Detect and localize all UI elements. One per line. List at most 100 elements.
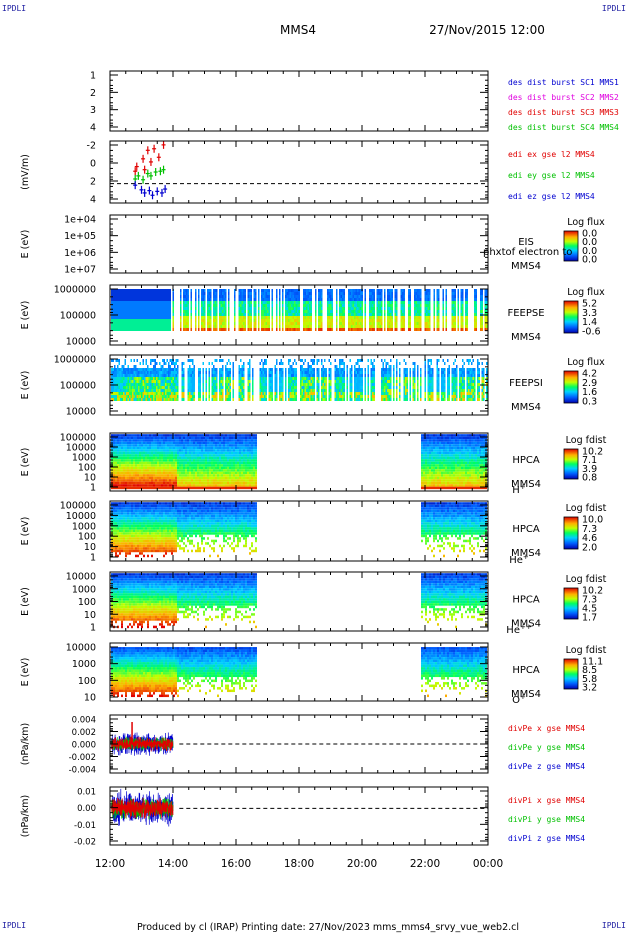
- panel-hpca-he2-spectrogram: [111, 573, 487, 629]
- panel-eis-ytick-label: 1e+05: [64, 231, 96, 242]
- panel-divpi-ytick-label: 0.00: [77, 804, 96, 814]
- corner-tag-bottom-left: IPDLI: [2, 921, 27, 930]
- date-title: 27/Nov/2015 12:00: [429, 23, 545, 37]
- panel-divpi-frame: [109, 786, 489, 846]
- panel-feeps-e-colorbar-label: -0.6: [582, 327, 601, 338]
- panel-eis-instrument-label: EIS: [518, 237, 534, 248]
- panel-hpca-h-colorbar-label: 10.2: [582, 447, 603, 458]
- panel-des-dist-burst-frame: [109, 70, 489, 132]
- panel-hpca-he-spacecraft-label: MMS4: [511, 548, 541, 559]
- panel-hpca-he2-colorbar-title: Log fdist: [566, 574, 607, 585]
- panel-hpca-h-ytick-label: 10000: [66, 443, 96, 454]
- panel-divpe: 0.004 0.002 0.000 -0.002 -0.004 (nPa/km) divPe…: [20, 714, 585, 776]
- panel-divpi-ylabel: (nPa/km): [20, 795, 31, 838]
- panel-hpca-h-instrument-label: HPCA: [512, 455, 540, 466]
- panel-feeps-i-spectrogram: [111, 359, 488, 401]
- panel-hpca-he-colorbar-title: Log fdist: [566, 503, 607, 514]
- panel-eis-spacecraft-label: MMS4: [511, 261, 541, 272]
- panel-hpca-o-spacecraft-label: MMS4: [511, 689, 541, 700]
- panel-eis-ytick-label: 1e+07: [64, 265, 96, 276]
- panel-divpi-legend-2: divPi z gse MMS4: [508, 834, 585, 843]
- panel-hpca-h-spacecraft-label: MMS4: [511, 479, 541, 490]
- panel-hpca-he2-spacecraft-label: MMS4: [511, 619, 541, 630]
- panel-edi-e-ylabel: (mV/m): [20, 154, 31, 190]
- panel-feeps-i-ylabel: E (eV): [20, 371, 31, 400]
- panel-hpca-o-colorbar-label: 11.1: [582, 657, 603, 668]
- panel-feeps-e-colorbar-label: 1.4: [582, 317, 597, 328]
- panel-eis-frame: [109, 214, 489, 274]
- panel-hpca-o-colorbar-label: 3.2: [582, 683, 597, 694]
- panel-des-dist-burst-legend-1: des dist burst SC2 MMS2: [508, 93, 619, 102]
- panel-hpca-o-instrument-label: HPCA: [512, 665, 540, 676]
- panel-eis-ytick-label: 1e+04: [64, 215, 96, 226]
- panel-feeps-e-spacecraft-label: MMS4: [511, 332, 541, 343]
- panel-hpca-he2-colorbar-label: 4.5: [582, 604, 597, 615]
- panel-hpca-he2-colorbar-label: 7.3: [582, 595, 597, 606]
- panel-feeps-e-ylabel: E (eV): [20, 301, 31, 330]
- panel-feeps-e-instrument-label: FEEPSE: [507, 308, 544, 319]
- panel-hpca-h-spectrogram: [111, 434, 487, 490]
- panel-hpca-h-colorbar-label: 7.1: [582, 455, 597, 466]
- panel-feeps-e-spectrogram: [111, 289, 488, 331]
- panel-hpca-he-instrument-label: HPCA: [512, 524, 540, 535]
- panel-hpca-he2-ytick-label: 1: [90, 623, 96, 634]
- panel-hpca-he-ytick-label: 1: [90, 553, 96, 564]
- panel-hpca-he-spectrogram: [111, 502, 487, 558]
- panel-des-dist-burst-legend-0: des dist burst SC1 MMS1: [508, 78, 619, 87]
- panel-feeps-i-spacecraft-label: MMS4: [511, 402, 541, 413]
- panel-hpca-h-ytick-label: 10: [84, 473, 96, 484]
- panel-feeps-i-colorbar-label: 1.6: [582, 387, 597, 398]
- panel-feeps-e-ytick-label: 10000: [66, 337, 96, 348]
- panel-edi-e-frame: [109, 140, 489, 204]
- panel-hpca-o-colorbar-label: 5.8: [582, 674, 597, 685]
- panel-eis-ytick-label: 1e+06: [64, 248, 96, 259]
- panel-divpi-legend-1: divPi y gse MMS4: [508, 815, 585, 824]
- panel-hpca-he-colorbar-label: 4.6: [582, 533, 597, 544]
- panel-hpca-he-ytick-label: 10: [84, 542, 96, 553]
- time-tick-label: 14:00: [158, 858, 188, 870]
- panel-hpca-o: 10000 1000 100 10 E (eV) Log fdist11.18.55.83…: [20, 642, 607, 706]
- panel-feeps-i-ytick-label: 100000: [60, 381, 96, 392]
- panel-hpca-he-ytick-label: 10000: [66, 511, 96, 522]
- panel-hpca-he2-ylabel: E (eV): [20, 587, 31, 616]
- panel-feeps-e: 1000000 100000 10000 E (eV) Log flux5.23.31.…: [20, 284, 605, 348]
- panel-divpe-ytick-label: 0.004: [72, 716, 96, 726]
- panel-divpe-legend-0: divPe x gse MMS4: [508, 724, 585, 733]
- panel-hpca-h-colorbar-label: 3.9: [582, 464, 597, 475]
- panel-hpca-o-ytick-label: 10000: [66, 643, 96, 654]
- panel-hpca-he2-ytick-label: 1000: [72, 584, 96, 595]
- panel-hpca-he2-ytick-label: 10: [84, 610, 96, 621]
- panel-divpe-ytick-label: 0.000: [72, 741, 96, 751]
- panel-hpca-he2-species-label: He++: [506, 623, 532, 636]
- panel-divpe-trace-1: [111, 736, 174, 752]
- panel-feeps-i-colorbar-label: 0.3: [582, 397, 597, 408]
- panel-eis-colorbar-label: 0.0: [582, 255, 597, 266]
- time-tick-label: 16:00: [221, 858, 251, 870]
- time-tick-label: 00:00: [473, 858, 503, 870]
- panel-edi-e-legend-1: edi ey gse l2 MMS4: [508, 171, 595, 180]
- panel-feeps-i-ytick-label: 10000: [66, 407, 96, 418]
- panel-edi-e-ytick-label: 4: [90, 195, 96, 206]
- panel-divpe-ytick-label: -0.004: [69, 766, 96, 776]
- panel-divpe-legend-2: divPe z gse MMS4: [508, 762, 585, 771]
- panel-divpi-legend-0: divPi x gse MMS4: [508, 796, 585, 805]
- panel-feeps-e-colorbar-title: Log flux: [567, 287, 605, 298]
- time-tick-label: 12:00: [95, 858, 125, 870]
- footer-text: Produced by cl (IRAP) Printing date: 27/…: [137, 922, 519, 933]
- panel-eis-colorbar-label: 0.0: [582, 237, 597, 248]
- panel-hpca-o-colorbar: [563, 658, 579, 690]
- panel-hpca-h-ytick-label: 1: [90, 483, 96, 494]
- panel-des-dist-burst-ytick-label: 1: [90, 71, 96, 82]
- panel-hpca-he-ytick-label: 1000: [72, 521, 96, 532]
- panel-divpe-ytick-label: -0.002: [69, 753, 96, 763]
- panel-des-dist-burst-legend-3: des dist burst SC4 MMS4: [508, 123, 619, 132]
- panel-edi-e-legend-0: edi ex gse l2 MMS4: [508, 150, 595, 159]
- panel-hpca-he-colorbar-label: 10.0: [582, 515, 603, 526]
- panel-feeps-i-colorbar-label: 4.2: [582, 369, 597, 380]
- panel-hpca-he-ytick-label: 100: [78, 532, 96, 543]
- panel-feeps-e-colorbar-label: 3.3: [582, 308, 597, 319]
